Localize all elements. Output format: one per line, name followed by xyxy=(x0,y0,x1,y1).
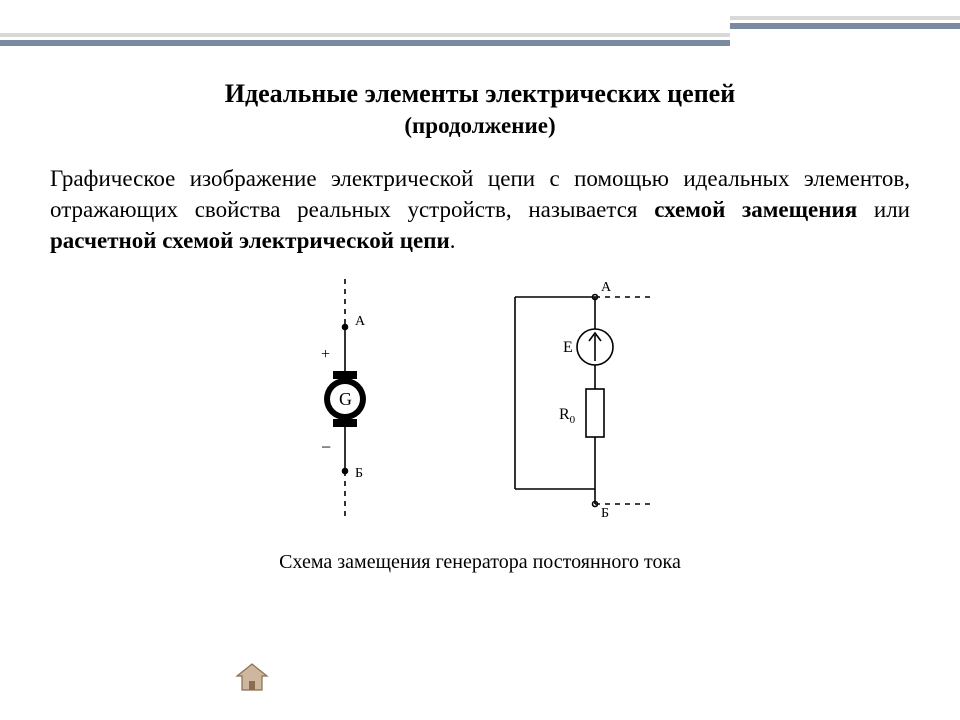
label-A-left: А xyxy=(355,314,366,329)
slide-title: Идеальные элементы электрических цепей xyxy=(50,78,910,111)
diagram-caption: Схема замещения генератора постоянного т… xyxy=(50,551,910,574)
home-button[interactable] xyxy=(235,662,269,692)
bar-dark-right xyxy=(730,23,960,29)
label-A-right: А xyxy=(601,280,612,295)
bar-light-right xyxy=(730,16,960,20)
label-B-left: Б xyxy=(355,466,363,481)
label-G: G xyxy=(339,389,352,409)
label-plus: + xyxy=(321,346,330,363)
bar-light-left xyxy=(0,33,730,37)
definition-paragraph: Графическое изображение электрической це… xyxy=(50,163,910,256)
diagram-generator-symbol: А Б + − G xyxy=(275,279,415,519)
content-area: Идеальные элементы электрических цепей (… xyxy=(50,78,910,574)
header-decorative-bars xyxy=(0,0,960,52)
label-E: E xyxy=(563,339,573,356)
diagram-equivalent-circuit: А E R0 xyxy=(485,279,685,529)
para-bold2: расчетной схемой электрической цепи xyxy=(50,228,450,253)
para-post: . xyxy=(450,228,456,253)
bar-dark-left xyxy=(0,40,730,46)
label-B-right: Б xyxy=(601,506,609,521)
label-R: R0 xyxy=(559,406,576,426)
label-minus: − xyxy=(321,437,331,457)
home-icon xyxy=(235,662,269,692)
slide: Идеальные элементы электрических цепей (… xyxy=(0,0,960,720)
para-bold1: схемой замещения xyxy=(654,197,857,222)
diagram-row: А Б + − G А xyxy=(50,279,910,529)
slide-subtitle: (продолжение) xyxy=(50,113,910,139)
para-mid: или xyxy=(857,197,910,222)
